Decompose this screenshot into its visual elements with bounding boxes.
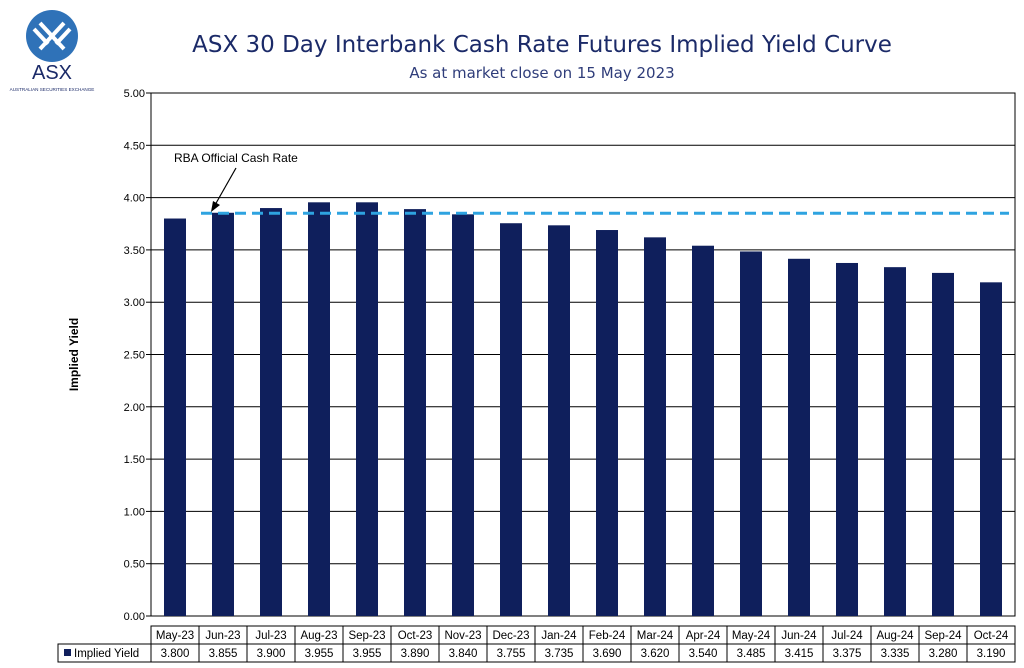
data-label: 3.280	[929, 648, 958, 660]
y-tick-label: 4.00	[124, 193, 145, 205]
asx-logo-tagline: AUSTRALIAN SECURITIES EXCHANGE	[10, 87, 95, 92]
data-label: 3.335	[881, 648, 910, 660]
y-tick-label: 0.00	[124, 611, 145, 623]
x-category-label: Feb-24	[589, 630, 626, 642]
x-category-label: Sep-24	[924, 630, 962, 642]
data-label: 3.375	[833, 648, 862, 660]
y-axis-title: Implied Yield	[67, 318, 81, 391]
bar	[164, 218, 186, 616]
bar	[788, 258, 810, 616]
bar	[452, 214, 474, 616]
x-category-label: Apr-24	[686, 630, 721, 642]
y-tick-label: 4.50	[124, 140, 145, 152]
x-category-label: Jan-24	[541, 630, 577, 642]
data-label: 3.955	[305, 648, 334, 660]
x-category-label: Dec-23	[492, 630, 529, 642]
x-category-label: May-24	[732, 630, 771, 642]
data-label: 3.690	[593, 648, 622, 660]
data-label: 3.840	[449, 648, 478, 660]
x-category-label: Jun-23	[205, 630, 240, 642]
data-label: 3.855	[209, 648, 238, 660]
legend-label: Implied Yield	[74, 648, 139, 660]
table-value-cell	[966, 643, 1016, 663]
bar	[212, 212, 234, 616]
y-tick-label: 5.00	[124, 88, 145, 100]
rba-annotation: RBA Official Cash Rate	[174, 151, 298, 165]
data-label: 3.190	[977, 648, 1006, 660]
x-category-label: Jun-24	[781, 630, 817, 642]
data-label: 3.415	[785, 648, 814, 660]
x-category-label: Oct-24	[974, 630, 1009, 642]
bar	[596, 230, 618, 616]
bar	[932, 272, 954, 616]
x-category-label: Aug-24	[876, 630, 914, 642]
bar	[260, 208, 282, 616]
data-label: 3.955	[353, 648, 382, 660]
bar	[500, 223, 522, 617]
bar	[644, 237, 666, 616]
bar	[836, 262, 858, 616]
y-tick-label: 2.00	[124, 402, 145, 414]
bar	[308, 202, 330, 616]
bar	[884, 267, 906, 616]
data-label: 3.735	[545, 648, 574, 660]
data-label: 3.485	[737, 648, 766, 660]
annotation-arrow	[214, 167, 237, 206]
legend-swatch	[64, 649, 71, 656]
data-label: 3.755	[497, 648, 526, 660]
bar	[548, 225, 570, 616]
chart-title: ASX 30 Day Interbank Cash Rate Futures I…	[192, 32, 892, 58]
x-category-label: Oct-23	[398, 630, 433, 642]
x-category-label: Jul-24	[831, 630, 863, 642]
chart-subtitle: As at market close on 15 May 2023	[409, 64, 675, 82]
y-tick-label: 0.50	[124, 559, 145, 571]
x-category-label: Jul-23	[255, 630, 286, 642]
x-category-label: Aug-23	[300, 630, 337, 642]
bar	[692, 245, 714, 616]
annotation-arrowhead	[211, 201, 220, 212]
y-tick-label: 1.00	[124, 506, 145, 518]
y-tick-label: 3.00	[124, 297, 145, 309]
x-category-label: Sep-23	[348, 630, 385, 642]
data-label: 3.800	[161, 648, 190, 660]
x-category-label: May-23	[156, 630, 194, 642]
data-label: 3.900	[257, 648, 286, 660]
y-tick-label: 2.50	[124, 350, 145, 362]
y-tick-label: 1.50	[124, 454, 145, 466]
y-tick-label: 3.50	[124, 245, 145, 257]
x-category-label: Mar-24	[637, 630, 674, 642]
asx-logo: ASX AUSTRALIAN SECURITIES EXCHANGE	[10, 10, 95, 92]
bar	[404, 209, 426, 616]
data-label: 3.890	[401, 648, 430, 660]
data-label: 3.540	[689, 648, 718, 660]
bar	[356, 202, 378, 616]
bar	[740, 251, 762, 616]
bar	[980, 282, 1002, 616]
asx-logo-name: ASX	[32, 62, 72, 84]
data-label: 3.620	[641, 648, 670, 660]
x-category-label: Nov-23	[444, 630, 481, 642]
